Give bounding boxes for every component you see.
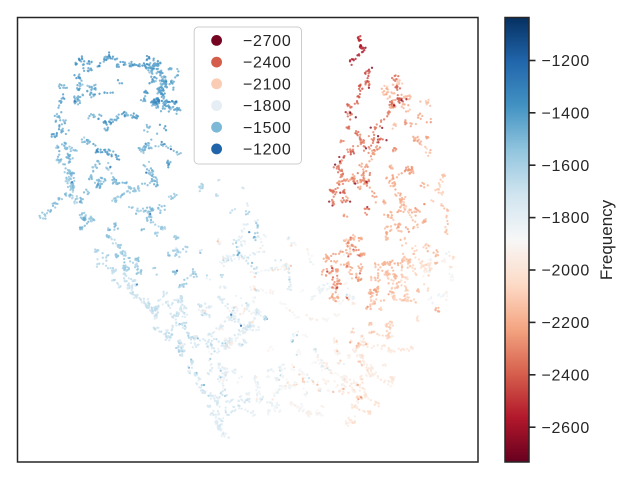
svg-text:−1800: −1800 bbox=[243, 98, 291, 115]
svg-text:−1600: −1600 bbox=[542, 158, 590, 175]
svg-text:−2100: −2100 bbox=[243, 76, 291, 93]
svg-text:−2200: −2200 bbox=[542, 315, 590, 332]
svg-text:−2400: −2400 bbox=[243, 55, 291, 72]
svg-text:−1400: −1400 bbox=[542, 105, 590, 122]
svg-text:−2400: −2400 bbox=[542, 367, 590, 384]
svg-text:−2600: −2600 bbox=[542, 420, 590, 437]
svg-text:−1500: −1500 bbox=[243, 120, 291, 137]
svg-text:−1200: −1200 bbox=[542, 53, 590, 70]
svg-text:−1800: −1800 bbox=[542, 210, 590, 227]
svg-text:Frequency: Frequency bbox=[597, 199, 616, 280]
svg-text:−2000: −2000 bbox=[542, 263, 590, 280]
svg-text:−2700: −2700 bbox=[243, 33, 291, 50]
svg-text:−1200: −1200 bbox=[243, 142, 291, 159]
